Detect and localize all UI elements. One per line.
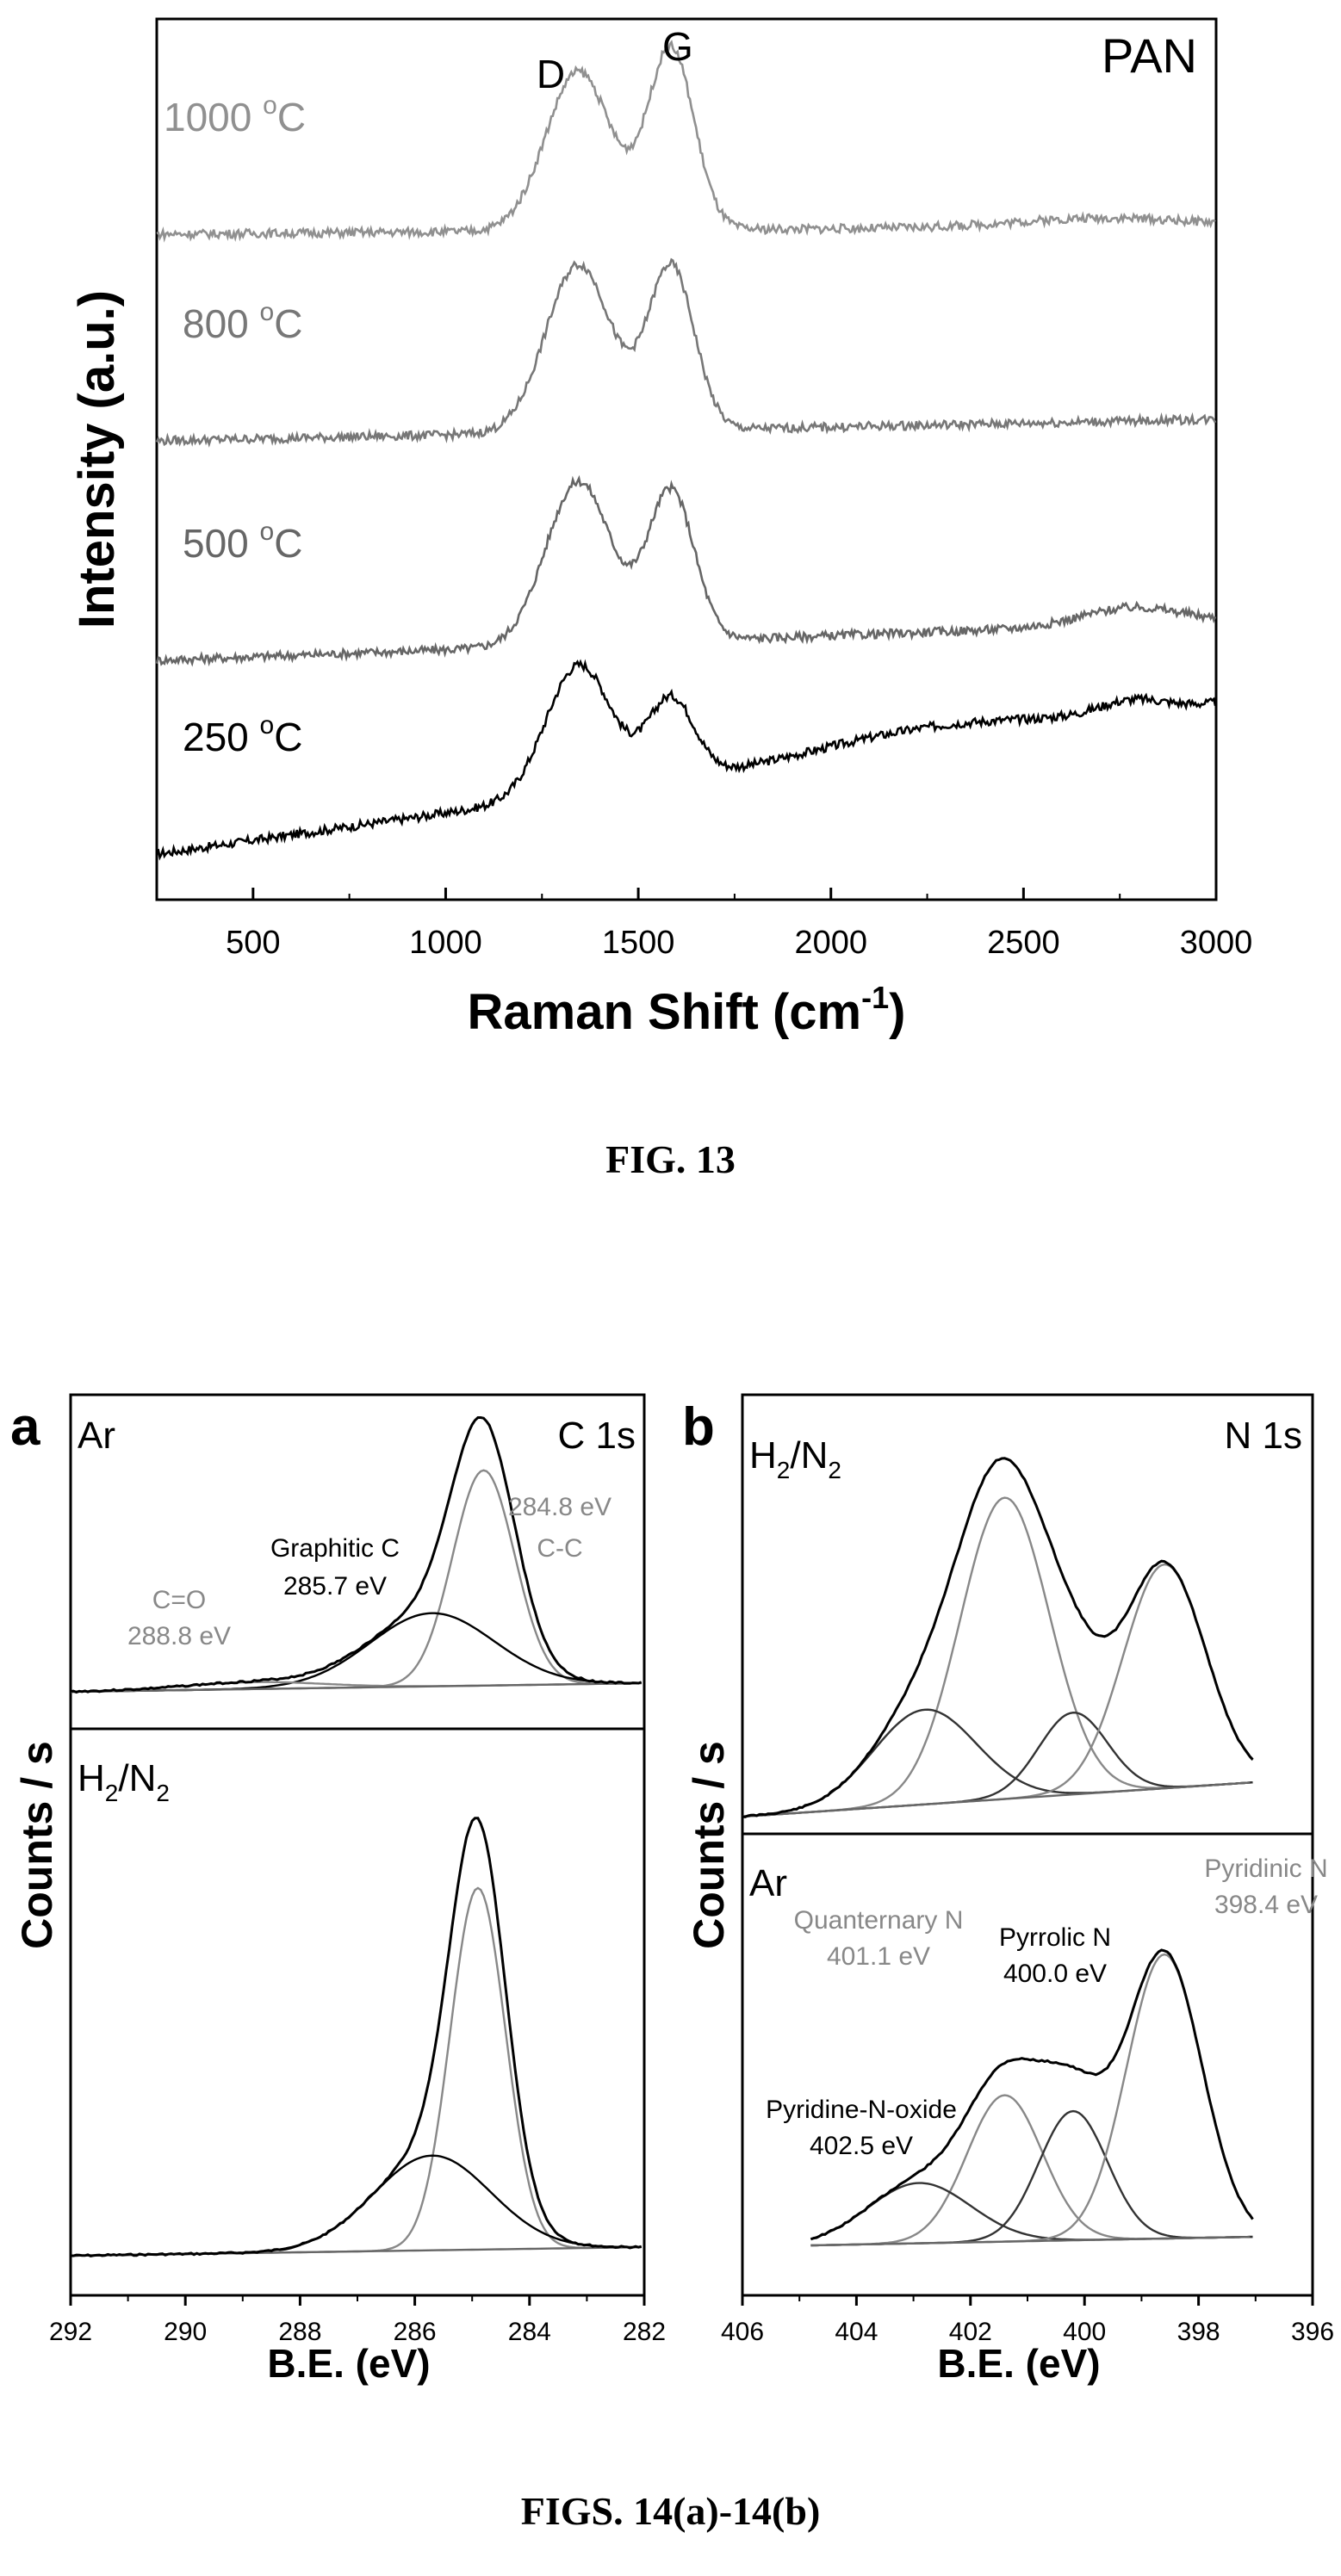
background-line	[70, 1681, 639, 1694]
annotation-3: 285.7 eV	[283, 1572, 387, 1601]
y-axis-label: Counts / s	[13, 1741, 61, 1949]
x-tick-label: 284	[508, 2318, 551, 2346]
series-line-800	[155, 257, 1217, 448]
series-label: 800 oC	[183, 298, 302, 346]
annotation-2: Quanternary N	[794, 1906, 964, 1935]
y-axis-label: Counts / s	[685, 1741, 733, 1949]
series-line-250	[156, 659, 1217, 861]
x-axis-label: B.E. (eV)	[937, 2341, 1100, 2386]
x-tick-label: 398	[1177, 2318, 1220, 2346]
envelope-line	[70, 1817, 643, 2257]
raman-chart: 500 1000 1500 2000 2500 3000 Raman Shift (cm-1…	[69, 17, 1253, 1040]
series-line-500	[155, 474, 1217, 667]
background-line	[810, 2235, 1251, 2247]
plot-frame	[155, 17, 1218, 901]
panel-b-top-left-label: H2/N2	[749, 1434, 841, 1483]
envelope-line	[70, 1416, 643, 1694]
annotation-6: Pyridine-N-oxide	[766, 2096, 957, 2124]
component-quanternary-n	[742, 1496, 1253, 1818]
x-tick-label: 402	[949, 2318, 992, 2346]
envelope-line	[742, 1457, 1254, 1818]
component-pyridine-n-oxide	[810, 2182, 1253, 2241]
xps-n1s-chart: b Counts / s 406 404 402 400 398 396 B.E. (eV) H2…	[682, 1393, 1334, 2386]
annotation-2: Graphitic C	[270, 1534, 400, 1563]
x-tick-label: 290	[164, 2318, 207, 2346]
annotation-4: 284.8 eV	[508, 1493, 612, 1521]
corner-label: PAN	[1102, 28, 1197, 83]
annotation-0: C=O	[152, 1586, 207, 1614]
annotation-5: 400.0 eV	[1003, 1960, 1107, 1988]
component-pyridinic-n	[742, 1563, 1254, 1818]
x-tick-label: 1500	[602, 925, 675, 961]
x-tick-label: 2000	[794, 925, 867, 961]
x-axis-label: Raman Shift (cm-1)	[468, 980, 906, 1040]
x-tick-label: 282	[623, 2318, 666, 2346]
series-label: 1000 oC	[164, 91, 306, 139]
x-tick-label: 3000	[1180, 925, 1253, 961]
panel-letter: a	[10, 1397, 40, 1457]
x-tick-label: 404	[835, 2318, 878, 2346]
x-tick-label: 2500	[987, 925, 1060, 961]
panel-letter: b	[682, 1397, 715, 1457]
annotation-7: 402.5 eV	[810, 2132, 913, 2160]
annotation-1: 288.8 eV	[127, 1622, 231, 1650]
annotation-1: 398.4 eV	[1214, 1891, 1318, 1919]
panel-b-top-right-label: N 1s	[1225, 1415, 1302, 1457]
x-tick-label: 400	[1063, 2318, 1106, 2346]
x-tick-label: 406	[721, 2318, 764, 2346]
panel-a-top-right-label: C 1s	[558, 1415, 636, 1457]
peak-label-G: G	[662, 24, 693, 69]
annotation-3: 401.1 eV	[827, 1942, 930, 1971]
panel-a-bottom-left-label: H2/N2	[78, 1757, 170, 1806]
y-axis-label: Intensity (a.u.)	[69, 290, 125, 629]
x-tick-label: 1000	[409, 925, 482, 961]
x-tick-label: 396	[1291, 2318, 1334, 2346]
x-tick-label: 500	[226, 925, 280, 961]
x-tick-label: 286	[394, 2318, 437, 2346]
x-axis-label: B.E. (eV)	[267, 2341, 430, 2386]
panel-b-bottom-left-label: Ar	[749, 1862, 787, 1904]
figure-14-caption: FIGS. 14(a)-14(b)	[520, 2489, 821, 2533]
xps-c1s-chart: a Counts / s 292 290 288 286 284 282 B.E. (eV) Ar…	[10, 1393, 666, 2386]
panel-frame	[741, 1393, 1314, 2297]
panel-frame	[69, 1393, 646, 2297]
series-line-1000	[156, 40, 1216, 243]
peak-label-D: D	[537, 52, 565, 96]
annotation-5: C-C	[537, 1534, 582, 1563]
x-tick-label: 292	[49, 2318, 92, 2346]
background-line	[742, 1781, 1251, 1818]
envelope-line	[810, 1948, 1254, 2241]
annotation-0: Pyridinic N	[1204, 1855, 1327, 1883]
x-tick-label: 288	[278, 2318, 321, 2346]
series-label: 500 oC	[183, 517, 302, 566]
annotation-4: Pyrrolic N	[999, 1923, 1111, 1952]
series-label: 250 oC	[183, 711, 302, 759]
panel-a-top-left-label: Ar	[78, 1415, 115, 1457]
component-c-c	[71, 1886, 642, 2257]
figure-13-caption: FIG. 13	[605, 1137, 736, 1181]
